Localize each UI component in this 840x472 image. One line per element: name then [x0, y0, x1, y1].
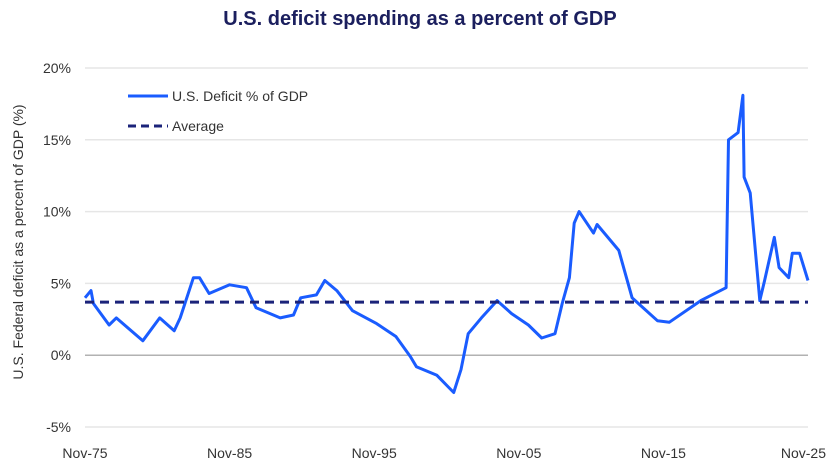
- y-tick-label: 0%: [51, 347, 71, 363]
- x-tick-label: Nov-95: [352, 445, 397, 461]
- x-tick-label: Nov-75: [62, 445, 107, 461]
- legend-label-average: Average: [172, 118, 224, 134]
- y-tick-labels: -5% 0% 5% 10% 15% 20%: [43, 60, 71, 435]
- gridlines: [85, 67, 808, 428]
- x-tick-labels: Nov-75 Nov-85 Nov-95 Nov-05 Nov-15 Nov-25: [62, 445, 826, 461]
- y-tick-label: -5%: [46, 419, 71, 435]
- y-tick-label: 10%: [43, 204, 71, 220]
- y-tick-label: 15%: [43, 132, 71, 148]
- legend-label-deficit: U.S. Deficit % of GDP: [172, 88, 308, 104]
- x-tick-label: Nov-85: [207, 445, 252, 461]
- x-tick-label: Nov-05: [496, 445, 541, 461]
- y-tick-label: 5%: [51, 275, 71, 291]
- x-tick-label: Nov-25: [781, 445, 826, 461]
- chart-title: U.S. deficit spending as a percent of GD…: [223, 8, 617, 30]
- y-tick-label: 20%: [43, 60, 71, 76]
- x-tick-label: Nov-15: [641, 445, 686, 461]
- series-lines: [83, 93, 810, 394]
- legend: U.S. Deficit % of GDP Average: [128, 88, 308, 134]
- series-line-deficit: [83, 93, 810, 394]
